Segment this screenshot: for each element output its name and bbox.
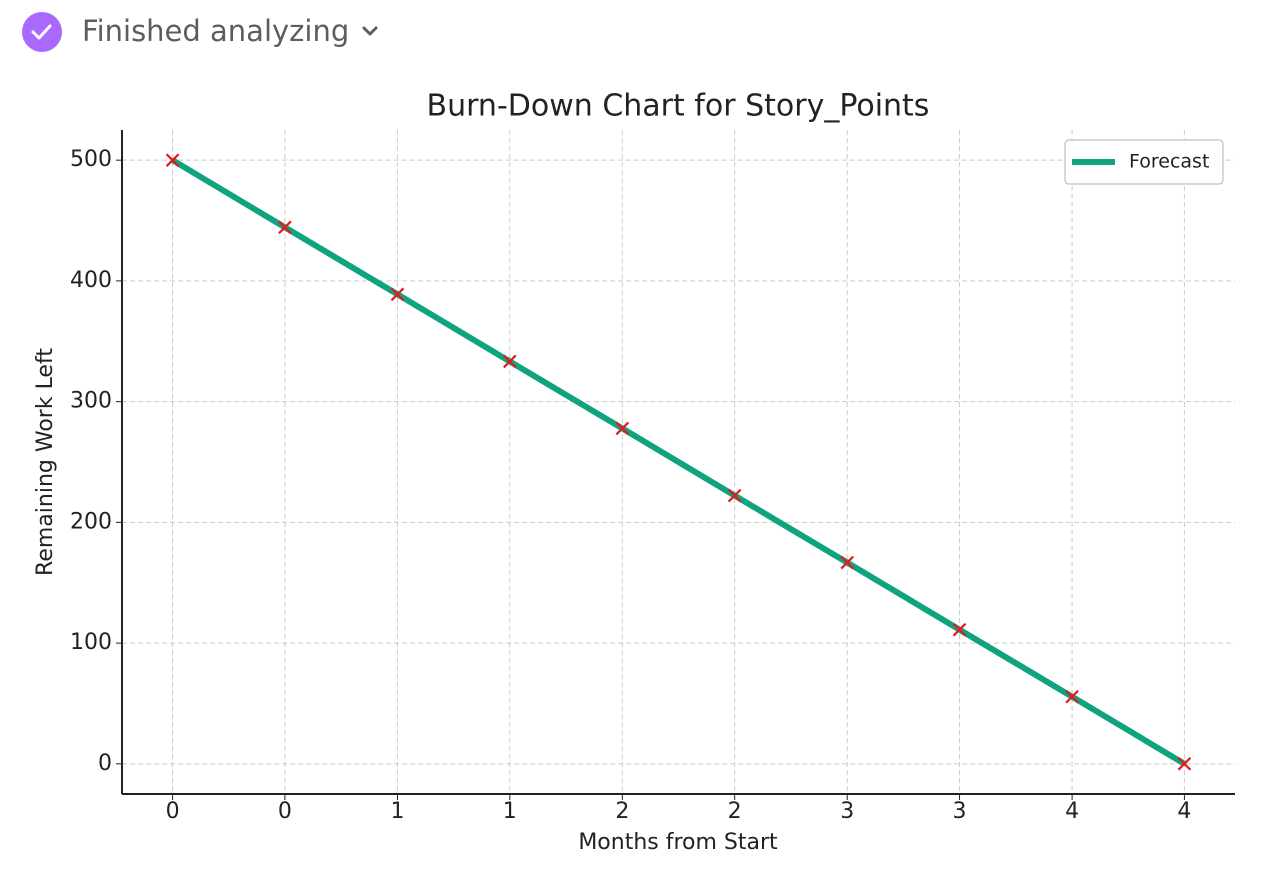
- status-icon: [22, 12, 62, 52]
- y-tick-label: 100: [70, 630, 112, 655]
- point-marker: [390, 287, 405, 302]
- check-icon: [31, 24, 52, 40]
- y-axis-label: Remaining Work Left: [33, 348, 58, 576]
- chart-title: Burn-Down Chart for Story_Points: [427, 89, 930, 124]
- legend-label: Forecast: [1129, 151, 1209, 173]
- x-tick-label: 4: [1065, 799, 1079, 824]
- y-tick-label: 0: [98, 751, 112, 776]
- point-marker: [1065, 689, 1079, 704]
- x-tick-label: 2: [615, 799, 629, 824]
- x-tick-label: 0: [278, 799, 292, 824]
- y-tick-label: 400: [70, 268, 112, 293]
- point-marker: [165, 153, 180, 167]
- point-marker: [278, 220, 292, 235]
- point-marker: [503, 354, 517, 369]
- chevron-icon: [362, 26, 378, 36]
- y-tick-label: 500: [70, 147, 112, 172]
- x-axis-label: Months from Start: [578, 830, 778, 855]
- y-tick-label: 300: [70, 389, 112, 414]
- status-header[interactable]: Finished analyzing: [22, 12, 378, 52]
- point-marker: [615, 421, 630, 436]
- x-tick-label: 3: [840, 799, 854, 824]
- point-marker: [840, 555, 854, 570]
- series-line: [171, 157, 1186, 767]
- legend: Forecast: [1064, 139, 1224, 185]
- point-marker: [952, 622, 967, 637]
- x-tick-label: 1: [390, 799, 404, 824]
- point-marker: [727, 488, 742, 503]
- y-tick-label: 200: [70, 509, 112, 534]
- x-tick-label: 3: [953, 799, 967, 824]
- point-marker: [1177, 757, 1192, 771]
- x-tick-label: 1: [503, 799, 517, 824]
- x-tick-label: 2: [728, 799, 742, 824]
- x-tick-label: 0: [166, 799, 180, 824]
- x-tick-label: 4: [1177, 799, 1191, 824]
- legend-box: [1064, 139, 1224, 185]
- status-text: Finished analyzing: [82, 14, 349, 48]
